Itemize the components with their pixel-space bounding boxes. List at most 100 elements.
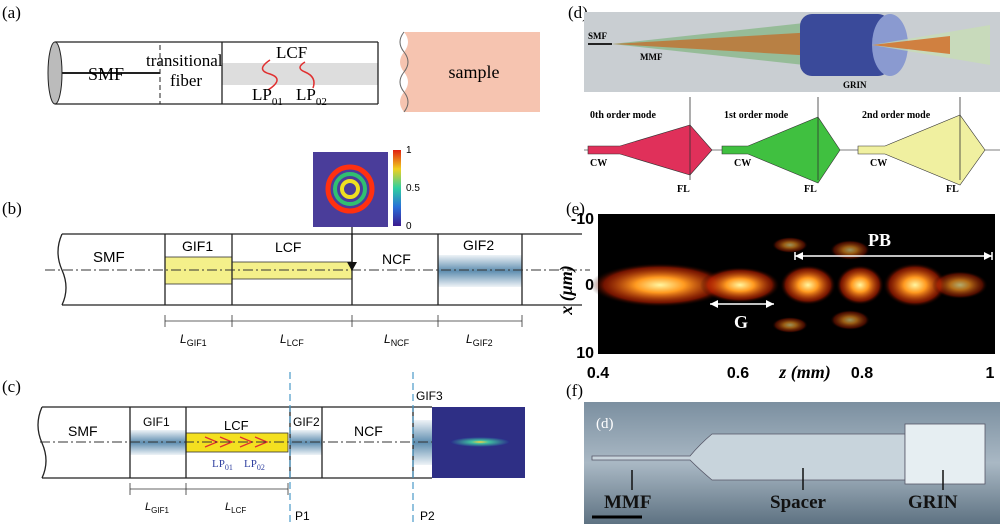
panel-label: (b) — [2, 199, 22, 218]
mode-image — [313, 152, 388, 227]
y-tick-label: 10 — [576, 345, 594, 362]
panel-e: PB G -10 0 10 x (μm) 0.4 0.6 0.8 1 z (mm… — [556, 211, 995, 383]
lp02-label: LP02 — [244, 458, 265, 472]
arrowhead — [347, 262, 357, 271]
mode-ring — [325, 164, 375, 214]
sample-block — [400, 32, 540, 112]
lp01-label: LP01 — [252, 85, 283, 108]
smf-label: SMF — [93, 249, 125, 266]
ncf-label: NCF — [382, 251, 411, 267]
fiber-end — [57, 233, 67, 306]
intensity-blob — [700, 267, 780, 303]
lcf-label: LCF — [276, 43, 307, 62]
panel-d: SMF MMF GRIN 0th order mode 1st order mo… — [584, 12, 1000, 195]
intensity-blob — [772, 317, 808, 333]
mode-title: 0th order mode — [590, 110, 656, 121]
panel-c: SMF GIF1 LCF LP01 LP02 GIF2 NCF GIF3 LGI… — [37, 372, 525, 524]
mmf-label: MMF — [640, 52, 663, 62]
dimension-lines — [164, 315, 523, 327]
output-core — [872, 36, 950, 54]
lcf-core — [222, 63, 378, 85]
panel-label: (d) — [568, 3, 588, 22]
mode-curves — [261, 59, 315, 91]
gif1-label: GIF1 — [182, 238, 213, 254]
lp01-label: LP01 — [212, 458, 233, 472]
fl-label: FL — [804, 184, 817, 195]
y-tick-label: 0 — [585, 277, 594, 294]
panel-label: (c) — [2, 377, 21, 396]
length-label: LLCF — [280, 332, 304, 348]
cw-label: CW — [734, 158, 751, 169]
lcf-label: LCF — [224, 418, 249, 433]
grin-label: GRIN — [843, 80, 867, 90]
mode-ring — [340, 179, 360, 199]
gif3-label: GIF3 — [416, 389, 443, 403]
intensity-blob — [883, 263, 947, 307]
mode-beam — [857, 114, 986, 186]
focal-lines — [689, 97, 961, 180]
length-label: LLCF — [225, 501, 246, 515]
colorbar-tick: 0.5 — [406, 183, 420, 194]
lp02-label: LP02 — [296, 85, 327, 108]
fiber-end — [47, 41, 63, 105]
length-label: LGIF1 — [180, 332, 207, 348]
grin-label: GRIN — [908, 492, 958, 513]
mmf-label: MMF — [604, 492, 651, 513]
y-tick-label: -10 — [571, 211, 594, 228]
smf-label: SMF — [588, 31, 608, 41]
panel-b: 1 0.5 0 SMF GIF1 LCF NCF GIF2 LGIF1 LLCF… — [45, 145, 590, 348]
length-label: LGIF1 — [145, 501, 169, 515]
pb-label: PB — [868, 230, 891, 250]
pointer-lines — [631, 468, 944, 490]
lcf-label: LCF — [275, 239, 301, 255]
grin-piece — [904, 423, 986, 485]
length-label: LNCF — [384, 332, 410, 348]
y-axis-label: x (μm) — [556, 265, 577, 316]
gif2-label: GIF2 — [463, 237, 494, 253]
gif1-label: GIF1 — [143, 415, 170, 429]
mode-title: 2nd order mode — [862, 110, 931, 121]
gif2-label: GIF2 — [293, 415, 320, 429]
sample-label: sample — [449, 62, 500, 82]
cw-label: CW — [590, 158, 607, 169]
panel-label: (f) — [566, 381, 583, 400]
g-label: G — [734, 312, 748, 332]
intensity-blob — [830, 310, 870, 330]
dimension-lines — [129, 483, 289, 495]
x-tick-label: 0.6 — [727, 365, 749, 382]
fiber-label: fiber — [170, 71, 202, 90]
sample-edge — [399, 31, 409, 113]
beam-core — [612, 30, 850, 58]
ncf-label: NCF — [354, 423, 383, 439]
panel-label: (a) — [2, 3, 21, 22]
intensity-blob — [830, 240, 870, 260]
intensity-blob — [780, 265, 836, 305]
intensity-blob — [772, 237, 808, 253]
inset-label: (d) — [596, 416, 614, 432]
fl-label: FL — [677, 184, 690, 195]
mode-beam — [587, 124, 713, 176]
plane-label: P2 — [420, 509, 435, 523]
mode-title: 1st order mode — [724, 110, 789, 121]
lcf-block — [185, 432, 289, 453]
grin-lens — [800, 14, 890, 76]
x-tick-label: 1 — [986, 365, 995, 382]
mode-ring — [333, 172, 367, 206]
gif2-block — [438, 255, 522, 287]
x-axis-label: z (mm) — [778, 362, 831, 383]
mode-beam — [721, 116, 841, 184]
panel-label: (e) — [566, 199, 585, 218]
smf-label: SMF — [88, 64, 124, 84]
intensity-blob — [590, 263, 730, 307]
transitional-label: transitional — [146, 51, 223, 70]
fiber-end — [37, 406, 47, 479]
length-label: LGIF2 — [466, 332, 493, 348]
x-tick-label: 0.8 — [851, 365, 873, 382]
colorbar-tick: 0 — [406, 221, 412, 232]
cw-label: CW — [870, 158, 887, 169]
transitional-box — [159, 41, 223, 105]
colorbar — [393, 150, 401, 226]
fl-label: FL — [946, 184, 959, 195]
intensity-blob — [836, 265, 884, 305]
